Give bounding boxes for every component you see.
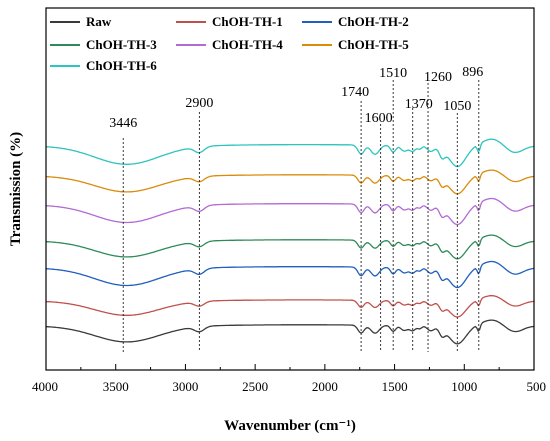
series-line: [46, 319, 535, 345]
annotation-label: 2900: [185, 96, 213, 111]
x-tick-label: 500: [527, 379, 547, 394]
series-line: [45, 197, 535, 226]
legend-label: ChOH-TH-1: [212, 14, 283, 29]
legend-label: ChOH-TH-2: [338, 14, 409, 29]
annotation-label: 1050: [443, 99, 471, 114]
x-tick-label: 1500: [382, 379, 408, 394]
series-line: [45, 260, 535, 289]
legend-label: ChOH-TH-6: [86, 58, 157, 73]
annotation-label: 1600: [365, 111, 393, 126]
x-tick-label: 1000: [451, 379, 477, 394]
legend-label: ChOH-TH-3: [86, 37, 157, 52]
x-tick-label: 4000: [32, 379, 58, 394]
annotation-label: 896: [462, 65, 483, 80]
series-line: [45, 295, 535, 318]
annotation-label: 1370: [405, 97, 433, 112]
annotation-label: 1260: [424, 70, 452, 85]
series-line: [46, 234, 535, 260]
legend: Raw ChOH-TH-1 ChOH-TH-2 ChOH-TH-3 ChOH-TH-4 C…: [50, 14, 409, 73]
legend-label: ChOH-TH-4: [212, 37, 283, 52]
x-axis: 4000 3500 3000 2500 2000 1500 1000 500: [32, 364, 546, 394]
annotation-group: 3446 2900 1740 1600 1510 1370 1260 1050 896: [109, 65, 483, 352]
x-tick-label: 3000: [172, 379, 198, 394]
x-tick-label: 3500: [103, 379, 129, 394]
legend-label: Raw: [86, 14, 112, 29]
x-tick-label: 2500: [242, 379, 268, 394]
y-axis-title: Transmission (%): [8, 132, 24, 246]
annotation-label: 1740: [341, 85, 369, 100]
annotation-label: 1510: [379, 66, 407, 81]
x-tick-label: 2000: [312, 379, 338, 394]
x-axis-title: Wavenumber (cm⁻¹): [224, 418, 356, 434]
series-line: [46, 138, 535, 168]
annotation-label: 3446: [109, 116, 137, 131]
legend-label: ChOH-TH-5: [338, 37, 409, 52]
series-line: [46, 169, 535, 195]
spectra-group: [45, 138, 535, 345]
